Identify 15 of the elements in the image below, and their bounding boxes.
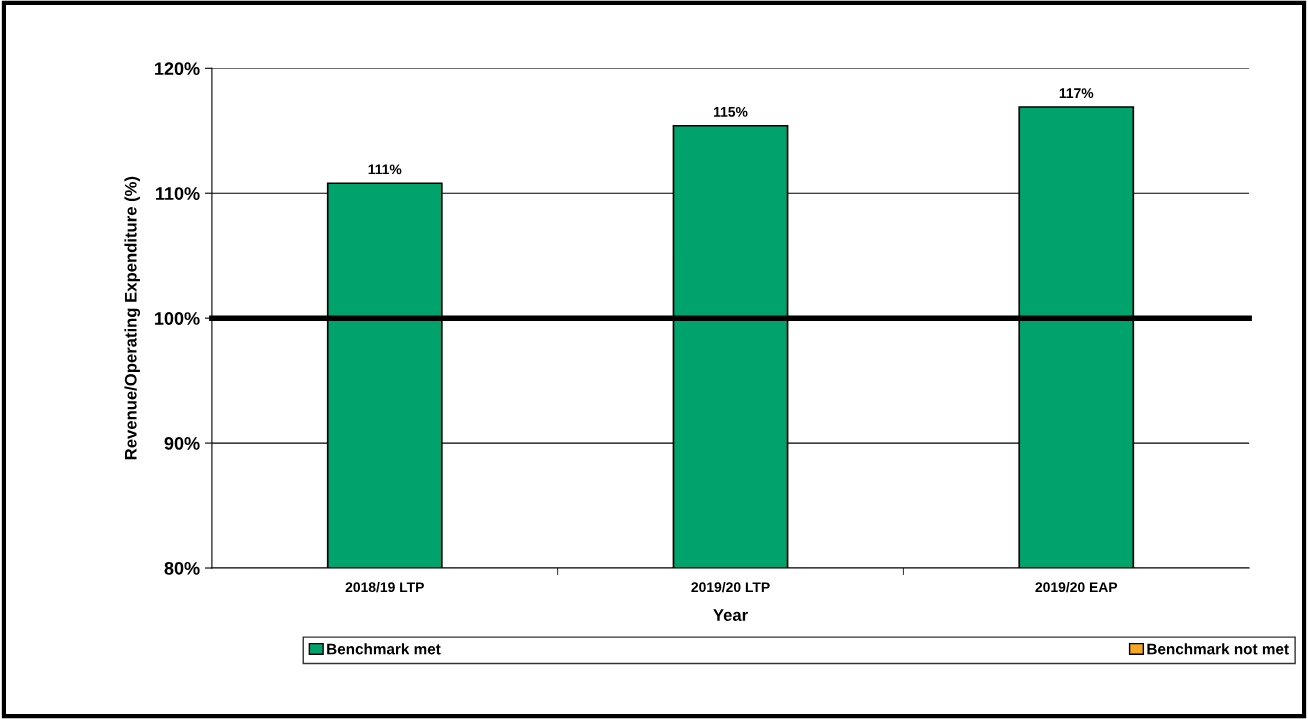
- y-tick-label: 100%: [155, 312, 200, 325]
- x-tick-label: 2019/20 EAP: [1035, 581, 1118, 593]
- x-axis-title: Year: [713, 609, 748, 621]
- legend-label: Benchmark not met: [1147, 643, 1289, 655]
- y-tick-label: 120%: [155, 62, 200, 76]
- data-label: 115%: [714, 106, 748, 117]
- y-tick-label: 80%: [164, 561, 200, 575]
- data-label: 111%: [368, 164, 402, 175]
- x-tick-label: 2019/20 LTP: [691, 581, 770, 593]
- data-label: 117%: [1059, 88, 1094, 99]
- x-tick-label: 2018/19 LTP: [345, 581, 424, 593]
- y-tick-label: 110%: [156, 187, 200, 200]
- legend-label: Benchmark met: [327, 643, 441, 655]
- y-tick-label: 90%: [164, 437, 200, 450]
- y-axis-title: Revenue/Operating Expenditure (%): [124, 176, 141, 460]
